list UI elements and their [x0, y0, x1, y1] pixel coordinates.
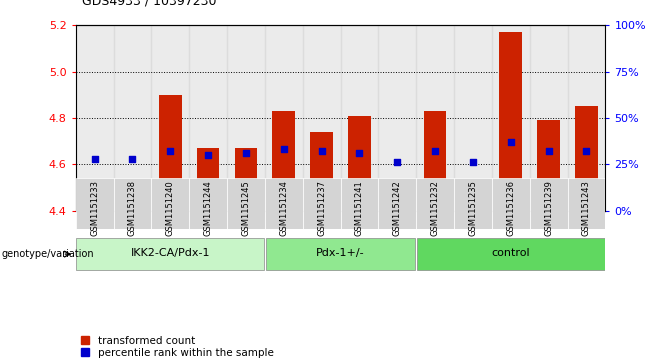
- Text: GSM1151233: GSM1151233: [90, 180, 99, 236]
- Bar: [341, 178, 378, 229]
- Bar: [114, 25, 151, 211]
- Bar: [303, 25, 341, 211]
- Bar: [266, 238, 415, 270]
- Text: GSM1151244: GSM1151244: [203, 180, 213, 236]
- Point: [468, 159, 478, 165]
- Bar: [492, 178, 530, 229]
- Bar: [114, 178, 151, 229]
- Point: [89, 156, 100, 162]
- Text: GDS4933 / 10397230: GDS4933 / 10397230: [82, 0, 216, 7]
- Bar: [386, 190, 409, 211]
- Text: GSM1151238: GSM1151238: [128, 180, 137, 236]
- Text: control: control: [492, 248, 530, 258]
- Bar: [227, 25, 265, 211]
- Bar: [151, 25, 190, 211]
- Bar: [76, 178, 113, 229]
- Bar: [272, 111, 295, 211]
- Point: [127, 156, 138, 162]
- Point: [241, 150, 251, 156]
- Point: [278, 147, 289, 152]
- Bar: [341, 25, 378, 211]
- Text: genotype/variation: genotype/variation: [1, 249, 94, 259]
- Bar: [378, 178, 416, 229]
- Text: GSM1151237: GSM1151237: [317, 180, 326, 236]
- Point: [505, 139, 516, 145]
- Bar: [348, 116, 370, 211]
- Text: GSM1151242: GSM1151242: [393, 180, 402, 236]
- Text: GSM1151243: GSM1151243: [582, 180, 591, 236]
- Text: GSM1151240: GSM1151240: [166, 180, 175, 236]
- Bar: [378, 25, 416, 211]
- Text: GSM1151234: GSM1151234: [279, 180, 288, 236]
- Bar: [462, 208, 484, 211]
- Bar: [311, 132, 333, 211]
- Bar: [575, 106, 597, 211]
- Text: GSM1151241: GSM1151241: [355, 180, 364, 236]
- Bar: [190, 25, 227, 211]
- Text: Pdx-1+/-: Pdx-1+/-: [316, 248, 365, 258]
- Bar: [567, 25, 605, 211]
- Bar: [265, 178, 303, 229]
- Point: [430, 148, 440, 154]
- Bar: [417, 178, 454, 229]
- Point: [392, 159, 403, 165]
- Bar: [492, 25, 530, 211]
- Point: [203, 152, 213, 158]
- Point: [581, 148, 592, 154]
- Point: [544, 148, 554, 154]
- Bar: [190, 178, 227, 229]
- Bar: [530, 25, 568, 211]
- Bar: [121, 190, 143, 211]
- Bar: [454, 25, 492, 211]
- Bar: [76, 238, 264, 270]
- Legend: transformed count, percentile rank within the sample: transformed count, percentile rank withi…: [81, 336, 274, 358]
- Bar: [530, 178, 568, 229]
- Bar: [265, 25, 303, 211]
- Bar: [159, 95, 182, 211]
- Text: GSM1151239: GSM1151239: [544, 180, 553, 236]
- Bar: [424, 111, 446, 211]
- Bar: [454, 178, 492, 229]
- Point: [165, 148, 176, 154]
- Bar: [303, 178, 341, 229]
- Bar: [227, 178, 265, 229]
- Text: IKK2-CA/Pdx-1: IKK2-CA/Pdx-1: [130, 248, 210, 258]
- Bar: [83, 199, 106, 211]
- Point: [316, 148, 327, 154]
- Bar: [235, 148, 257, 211]
- Point: [354, 150, 365, 156]
- Bar: [76, 25, 113, 211]
- Text: GSM1151235: GSM1151235: [468, 180, 478, 236]
- Bar: [499, 32, 522, 211]
- Bar: [417, 238, 605, 270]
- Bar: [537, 120, 560, 211]
- Bar: [567, 178, 605, 229]
- Bar: [151, 178, 190, 229]
- Text: GSM1151232: GSM1151232: [430, 180, 440, 236]
- Bar: [197, 148, 220, 211]
- Text: GSM1151236: GSM1151236: [506, 180, 515, 236]
- Text: GSM1151245: GSM1151245: [241, 180, 251, 236]
- Bar: [417, 25, 454, 211]
